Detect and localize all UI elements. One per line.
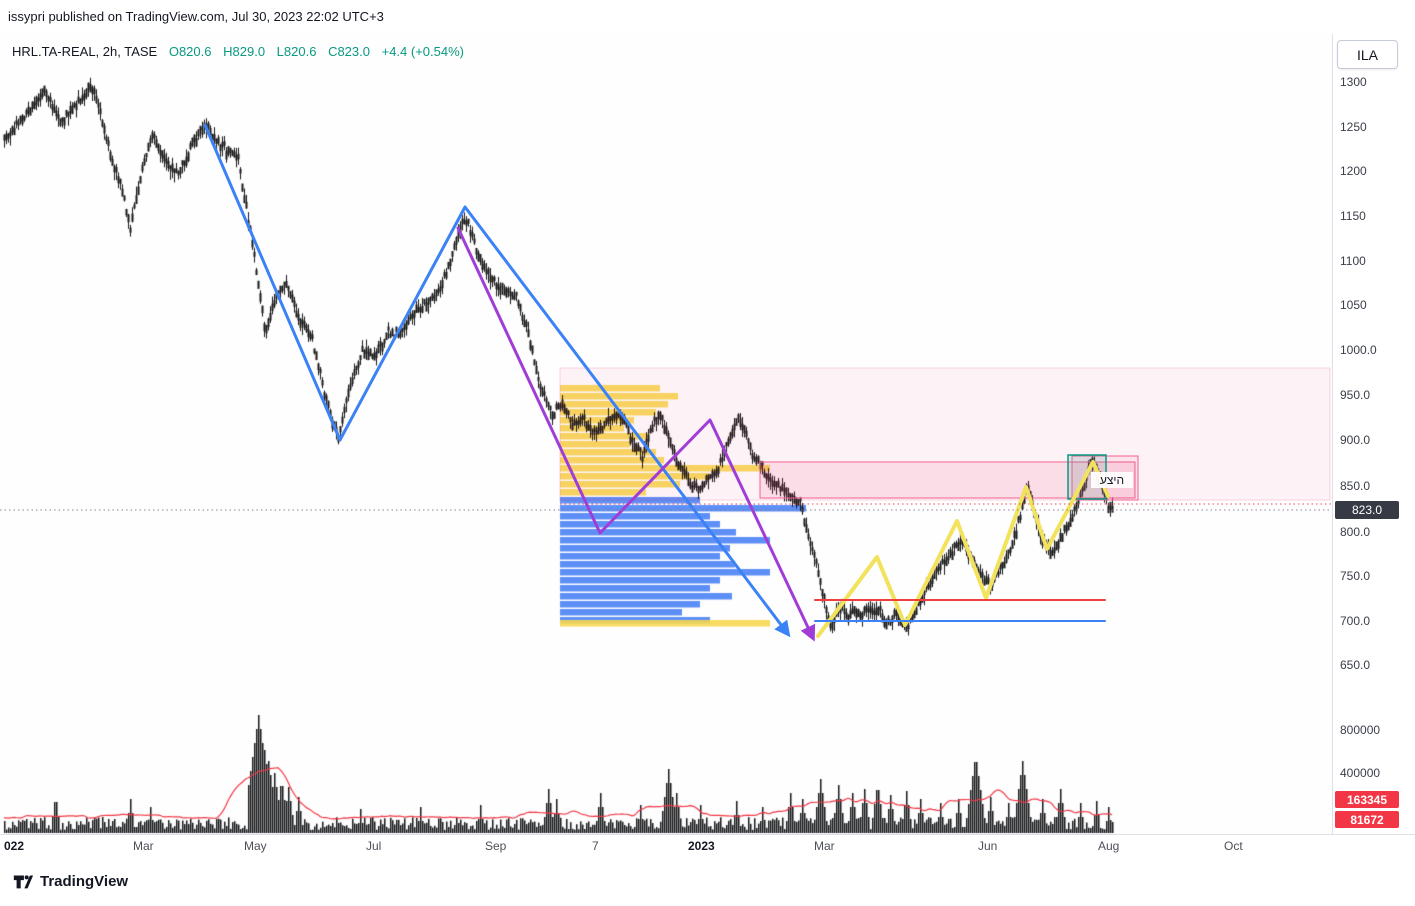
price-label: 950.0 — [1340, 388, 1371, 402]
time-label: May — [244, 839, 267, 853]
time-label: 7 — [592, 839, 599, 853]
price-label: 750.0 — [1340, 569, 1371, 583]
price-label: 1150 — [1340, 209, 1366, 223]
price-label: 1300 — [1340, 75, 1367, 89]
change-value: +4.4 (+0.54%) — [381, 44, 464, 59]
price-label: 1250 — [1340, 120, 1367, 134]
chart-area[interactable]: היצע HRL.TA-REAL, 2h, TASE O820.6 H829.0… — [0, 34, 1332, 834]
publish-line: issypri published on TradingView.com, Ju… — [8, 9, 384, 24]
price-chart-canvas[interactable] — [0, 34, 1332, 834]
price-label: 1100 — [1340, 254, 1366, 268]
time-label: Sep — [485, 839, 507, 853]
volume-value-badge: 81672 — [1335, 811, 1399, 828]
price-label: 1050 — [1340, 298, 1367, 312]
time-axis[interactable]: 022 Mar May Jul Sep 7 2023 Mar Jun Aug O… — [0, 834, 1415, 860]
price-label: 650.0 — [1340, 658, 1371, 672]
price-label: 700.0 — [1340, 614, 1371, 628]
tradingview-logo-text: TradingView — [40, 872, 129, 890]
last-price-badge: 823.0 — [1335, 501, 1399, 519]
price-scale[interactable]: 1300 1250 1200 1150 1100 1050 1000.0 950… — [1332, 34, 1415, 858]
tradingview-logo-icon — [13, 875, 34, 889]
time-label: 2023 — [688, 839, 715, 853]
volume-label: 800000 — [1340, 723, 1381, 737]
price-label: 1000.0 — [1340, 343, 1377, 357]
symbol-legend: HRL.TA-REAL, 2h, TASE O820.6 H829.0 L820… — [12, 44, 464, 59]
time-label: Jul — [366, 839, 382, 853]
footer: TradingView — [0, 859, 1415, 906]
time-label: 022 — [4, 839, 25, 853]
ila-button[interactable]: ILA — [1337, 40, 1398, 69]
time-label: Mar — [133, 839, 154, 853]
time-label: Aug — [1098, 839, 1120, 853]
price-label: 850.0 — [1340, 479, 1371, 493]
symbol-title[interactable]: HRL.TA-REAL, 2h, TASE — [12, 44, 158, 59]
price-label: 1200 — [1340, 164, 1367, 178]
tradingview-logo[interactable]: TradingView — [12, 870, 128, 892]
time-label: Jun — [978, 839, 998, 853]
ohlc-high: H829.0 — [223, 44, 266, 59]
volume-label: 400000 — [1340, 766, 1381, 780]
ohlc-low: L820.6 — [276, 44, 317, 59]
ohlc-open: O820.6 — [168, 44, 212, 59]
time-label: Oct — [1224, 839, 1243, 853]
price-label: 800.0 — [1340, 525, 1371, 539]
volume-ma-badge: 163345 — [1335, 791, 1399, 808]
ohlc-close: C823.0 — [328, 44, 370, 59]
publish-header: issypri published on TradingView.com, Ju… — [0, 0, 1415, 34]
price-label: 900.0 — [1340, 433, 1371, 447]
time-label: Mar — [814, 839, 835, 853]
